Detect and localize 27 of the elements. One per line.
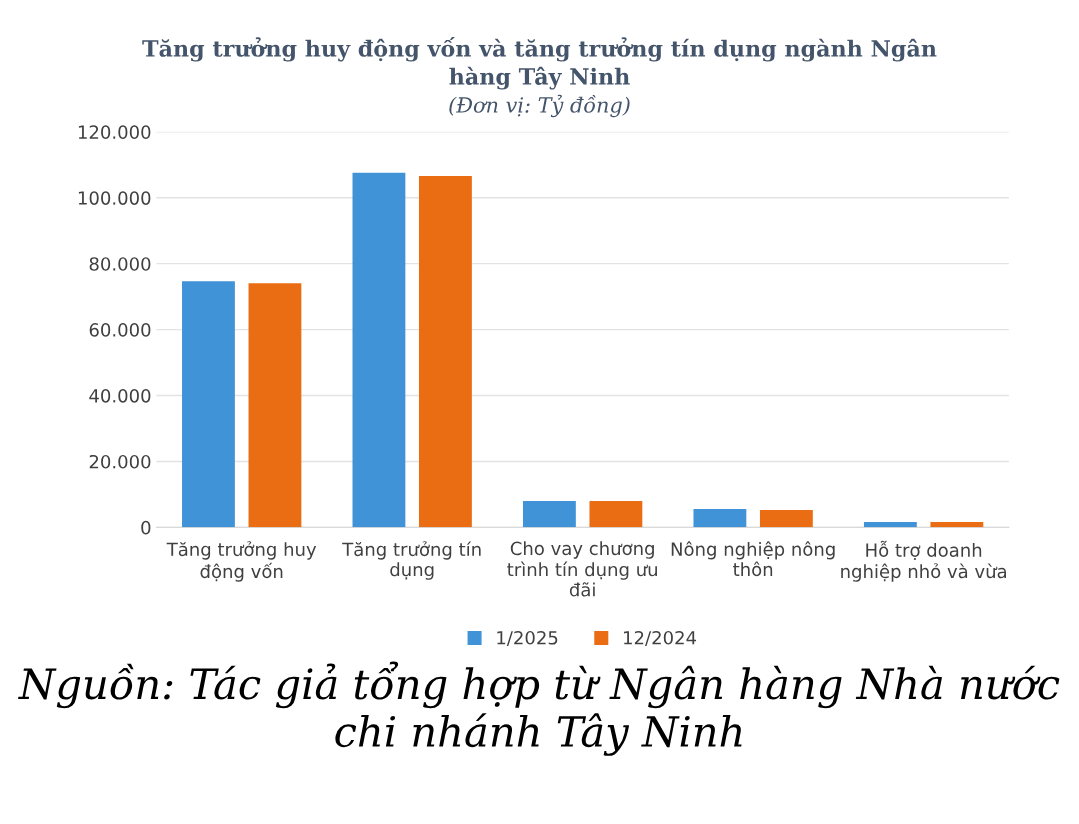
- bar: [930, 522, 984, 528]
- y-tick-label: 60.000: [89, 323, 151, 337]
- y-tick-label: 0: [141, 520, 151, 535]
- x-tick-label: Tăng trưởng huy động vốn: [166, 541, 317, 582]
- chart-subtitle: (Đơn vị: Tỷ đồng): [449, 94, 630, 118]
- bar: [589, 500, 643, 528]
- x-tick-label: Cho vay chương trình tín dụng ưu đãi: [507, 541, 657, 597]
- x-tick-label: Hỗ trợ doanh nghiệp nhỏ và vừa: [841, 540, 1006, 582]
- bar: [248, 283, 302, 528]
- y-tick-label: 40.000: [89, 388, 151, 403]
- bar: [863, 522, 917, 528]
- x-tick-label: Tăng trưởng tín dụng: [342, 541, 481, 580]
- y-tick-label: 100.000: [78, 191, 151, 205]
- legend-label: 1/2025: [497, 630, 558, 647]
- legend-label: 12/2024: [624, 630, 697, 647]
- bar: [759, 509, 813, 528]
- bar: [352, 172, 406, 528]
- text: Nguồn: Tác giả tổng hợp từ Ngân hàng Nhà nước chi nhánh Tây Ninh: [18, 661, 1060, 756]
- bar: [182, 281, 235, 528]
- bar: [522, 500, 576, 528]
- bar: [693, 508, 747, 528]
- y-tick-label: 20.000: [89, 454, 151, 469]
- bar: [419, 176, 472, 528]
- x-tick-label: Nông nghiệp nông thôn: [671, 541, 835, 577]
- y-tick-label: 120.000: [78, 125, 151, 139]
- chart-title: Tăng trưởng huy động vốn và tăng trưởng tín dụng ngành Ngân hàng Tây Ninh: [142, 37, 937, 90]
- y-tick-label: 80.000: [89, 257, 151, 271]
